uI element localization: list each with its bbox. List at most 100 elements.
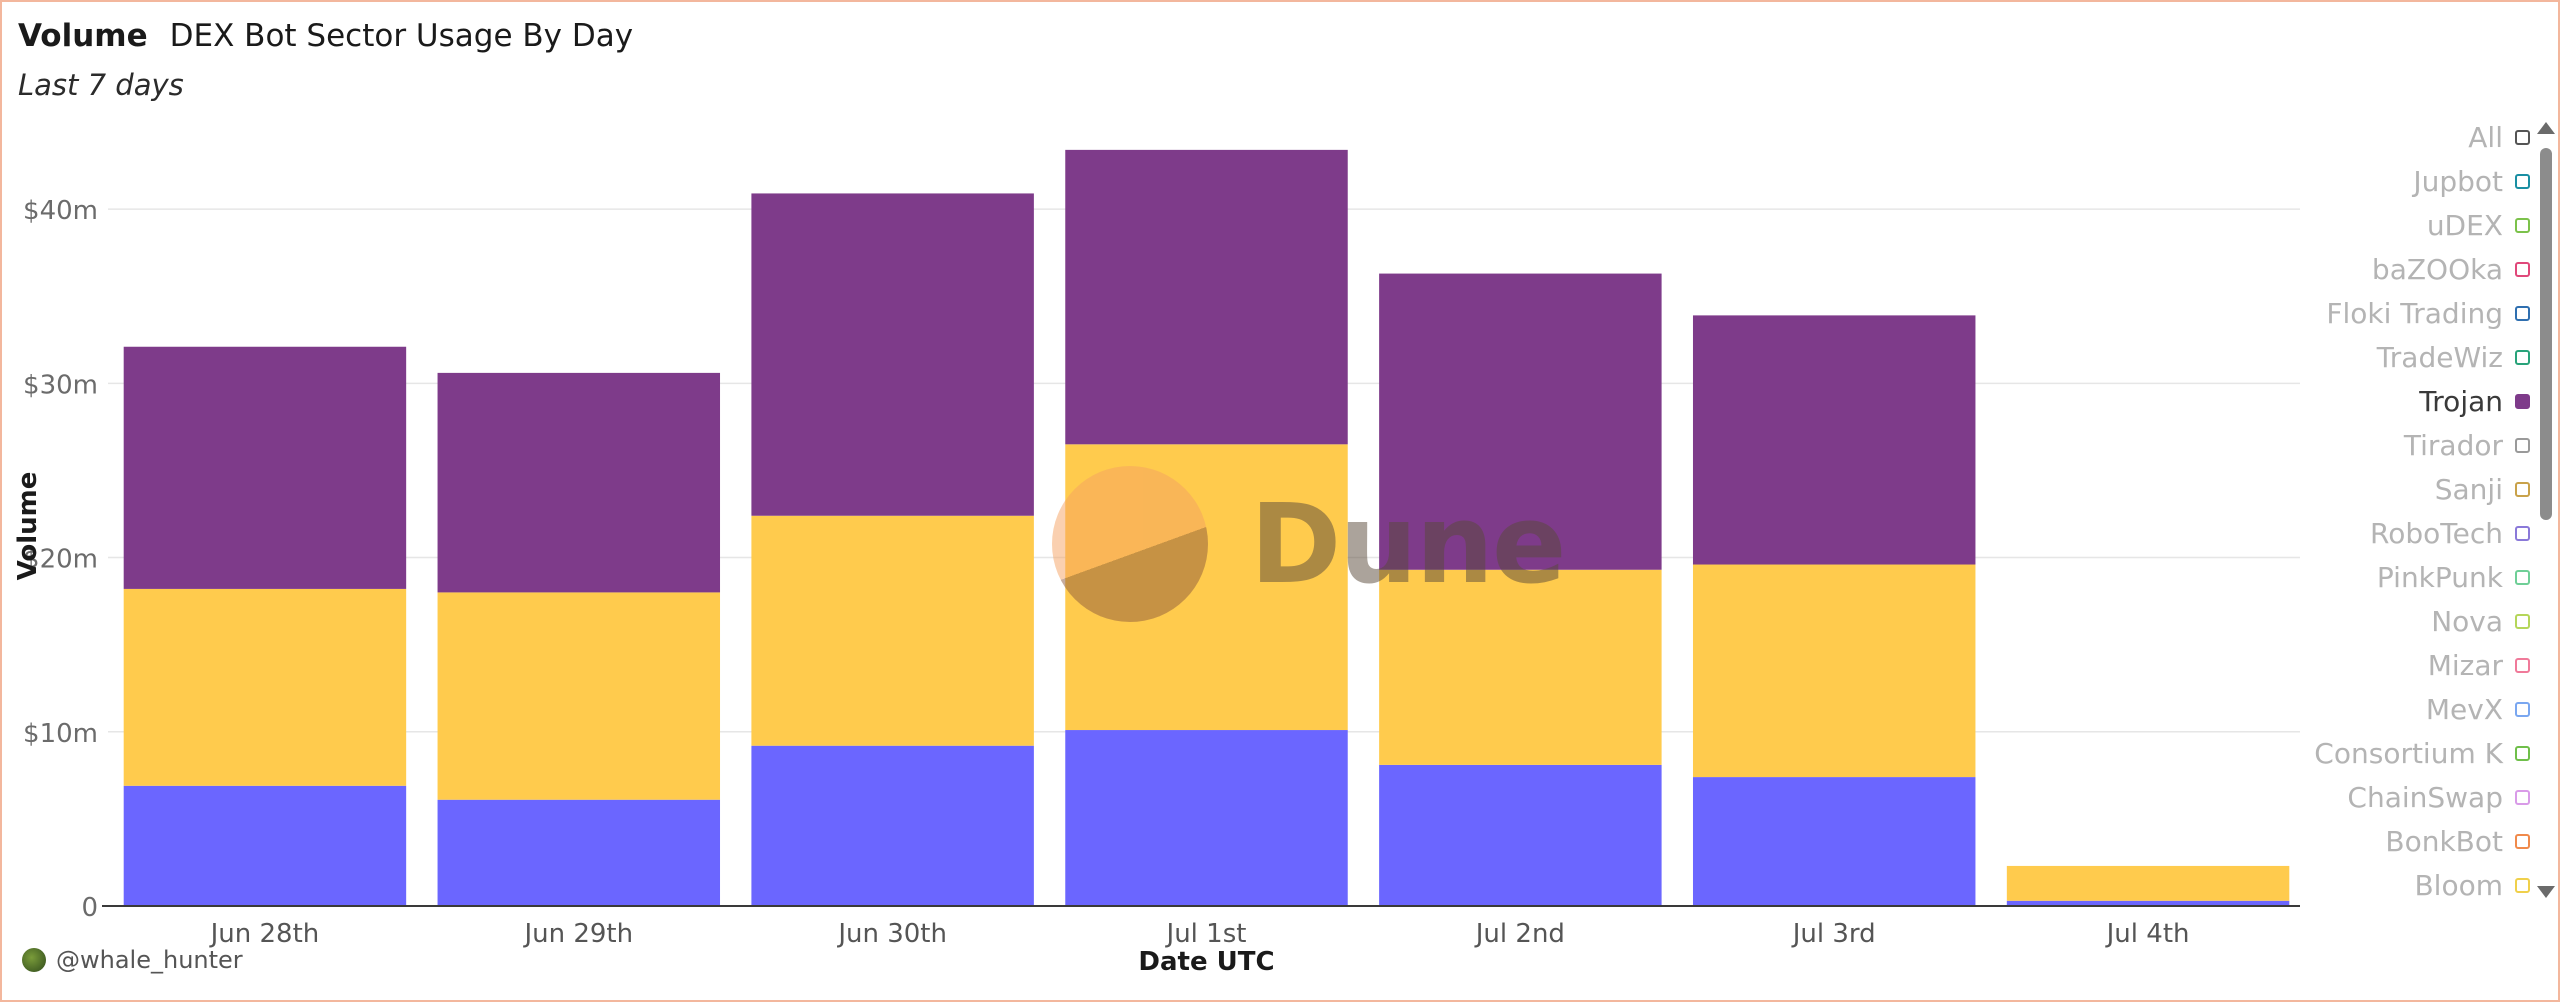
- bar-segment: [751, 745, 1034, 906]
- legend-swatch-icon[interactable]: [2515, 261, 2530, 277]
- legend-item-label: PinkPunk: [2376, 560, 2503, 594]
- legend-swatch-icon[interactable]: [2515, 833, 2530, 849]
- legend-swatch-icon[interactable]: [2515, 569, 2530, 585]
- legend-item[interactable]: Bloom: [2414, 863, 2530, 905]
- bar-segment: [2006, 865, 2290, 901]
- legend-item-label: BonkBot: [2385, 824, 2503, 858]
- legend-item-label: uDEX: [2426, 208, 2503, 242]
- legend-item[interactable]: All: [2468, 115, 2530, 159]
- avatar: [22, 948, 46, 972]
- legend-item-label: Bloom: [2414, 868, 2503, 902]
- legend-item-label: Trojan: [2419, 384, 2503, 418]
- legend-swatch-icon[interactable]: [2515, 745, 2530, 761]
- legend-item[interactable]: Trojan: [2419, 379, 2530, 423]
- x-tick-label: Jun 28th: [209, 919, 320, 949]
- legend-item[interactable]: ChainSwap: [2347, 775, 2530, 819]
- legend-scrollbar[interactable]: [2537, 118, 2555, 898]
- legend-item[interactable]: Nova: [2431, 599, 2530, 643]
- legend-item[interactable]: Jupbot: [2413, 159, 2530, 203]
- legend-item-label: MevX: [2425, 692, 2503, 726]
- bar-segment: [1379, 569, 1662, 765]
- scroll-thumb[interactable]: [2540, 148, 2552, 520]
- legend: All Jupbot uDEX baZOOka Floki Trading TradeWi…: [2300, 115, 2530, 905]
- bar-segment: [123, 346, 407, 589]
- legend-item[interactable]: uDEX: [2427, 203, 2530, 247]
- bar-segment: [123, 785, 407, 906]
- legend-item-label: Jupbot: [2413, 164, 2503, 198]
- legend-item[interactable]: MevX: [2426, 687, 2530, 731]
- bar-segment: [2006, 900, 2290, 906]
- legend-item-label: Consortium K: [2314, 736, 2503, 770]
- legend-item-label: All: [2468, 120, 2503, 154]
- x-axis-title: Date UTC: [1138, 947, 1274, 977]
- chart-header: Volume DEX Bot Sector Usage By Day Last …: [18, 18, 633, 102]
- legend-item[interactable]: baZOOka: [2372, 247, 2530, 291]
- y-axis-title: Volume: [13, 472, 43, 581]
- x-tick-label: Jul 2nd: [1474, 919, 1565, 949]
- legend-swatch-icon[interactable]: [2515, 129, 2530, 145]
- legend-item[interactable]: Sanji: [2435, 467, 2530, 511]
- legend-item[interactable]: RoboTech: [2370, 511, 2530, 555]
- y-tick-label: 0: [81, 893, 98, 923]
- bar-segment: [437, 592, 721, 800]
- x-tick-label: Jun 29th: [522, 919, 633, 949]
- legend-swatch-icon[interactable]: [2515, 877, 2530, 893]
- legend-swatch-icon[interactable]: [2515, 437, 2530, 453]
- bar-segment: [751, 193, 1034, 516]
- x-tick-label: Jun 30th: [836, 919, 947, 949]
- legend-item-label: TradeWiz: [2376, 340, 2503, 374]
- bar-segment: [1379, 273, 1662, 570]
- legend-item[interactable]: PinkPunk: [2377, 555, 2530, 599]
- chart-subtitle: DEX Bot Sector Usage By Day: [169, 18, 634, 54]
- legend-swatch-icon[interactable]: [2515, 305, 2530, 321]
- legend-swatch-icon[interactable]: [2515, 657, 2530, 673]
- legend-swatch-icon[interactable]: [2515, 173, 2530, 189]
- legend-item[interactable]: TradeWiz: [2377, 335, 2530, 379]
- y-tick-label: $20m: [23, 545, 98, 575]
- legend-item-label: ChainSwap: [2347, 780, 2503, 814]
- x-tick-label: Jul 4th: [2105, 919, 2190, 949]
- x-tick-label: Jul 3rd: [1791, 919, 1876, 949]
- legend-item[interactable]: Floki Trading: [2326, 291, 2530, 335]
- bar-segment: [1692, 777, 1976, 906]
- legend-swatch-icon[interactable]: [2515, 217, 2530, 233]
- legend-swatch-icon[interactable]: [2515, 525, 2530, 541]
- legend-swatch-icon[interactable]: [2515, 613, 2530, 629]
- watermark: Dune: [1052, 466, 1567, 622]
- bar-segment: [1065, 149, 1348, 445]
- title-row: Volume DEX Bot Sector Usage By Day: [18, 18, 633, 54]
- bar-segment: [1692, 564, 1976, 778]
- legend-item-label: Tirador: [2403, 428, 2503, 462]
- legend-swatch-icon[interactable]: [2515, 481, 2530, 497]
- legend-item-label: Sanji: [2434, 472, 2503, 506]
- bar-segment: [1379, 764, 1662, 906]
- bar-chart: 0 $10m $20m $30m $40m Jun 28th Jun 29th Jun 30t…: [13, 149, 2300, 977]
- bar-segment: [437, 372, 721, 593]
- chart-title: Volume: [18, 18, 148, 54]
- legend-item[interactable]: Consortium K: [2314, 731, 2530, 775]
- legend-item-label: RoboTech: [2370, 516, 2503, 550]
- y-tick-label: $40m: [23, 196, 98, 226]
- bar-segment: [437, 799, 721, 906]
- watermark-text: Dune: [1250, 480, 1567, 608]
- legend-item-label: baZOOka: [2371, 252, 2503, 286]
- legend-item-label: Nova: [2431, 604, 2503, 638]
- legend-swatch-icon[interactable]: [2515, 349, 2530, 365]
- x-tick-label: Jul 1st: [1165, 919, 1247, 949]
- legend-item[interactable]: Tirador: [2404, 423, 2530, 467]
- legend-swatch-icon[interactable]: [2515, 789, 2530, 805]
- dune-logo-icon: [1052, 466, 1208, 622]
- legend-swatch-icon[interactable]: [2515, 393, 2530, 409]
- legend-item[interactable]: BonkBot: [2385, 819, 2530, 863]
- legend-item-label: Floki Trading: [2326, 296, 2503, 330]
- legend-item[interactable]: Mizar: [2428, 643, 2530, 687]
- scroll-down-icon[interactable]: [2537, 886, 2555, 898]
- scroll-up-icon[interactable]: [2537, 122, 2555, 134]
- time-range-label: Last 7 days: [18, 68, 184, 102]
- y-tick-label: $30m: [23, 370, 98, 400]
- bar-segment: [751, 515, 1034, 746]
- author-name: @whale_hunter: [56, 946, 243, 974]
- legend-swatch-icon[interactable]: [2515, 701, 2530, 717]
- author-credit: @whale_hunter: [22, 946, 243, 974]
